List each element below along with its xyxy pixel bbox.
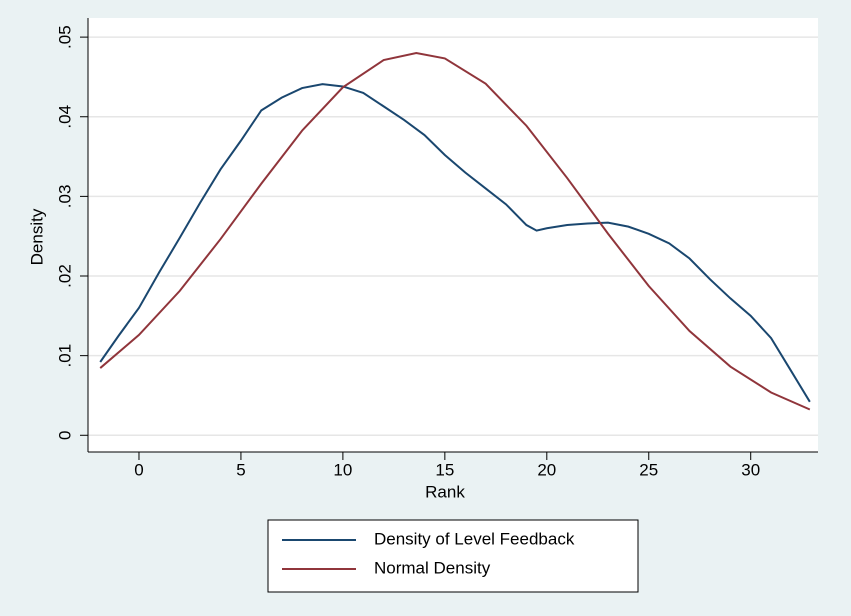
y-axis-label: Density	[27, 208, 46, 265]
legend-label: Density of Level Feedback	[374, 529, 575, 548]
series-line	[99, 52, 811, 411]
x-tick-label: 0	[134, 460, 143, 479]
legend-label: Normal Density	[374, 558, 491, 577]
x-tick-label: 15	[435, 460, 454, 479]
y-tick-label: 0	[55, 431, 74, 440]
x-tick-label: 30	[741, 460, 760, 479]
y-tick-label: .02	[55, 264, 74, 288]
x-tick-label: 10	[333, 460, 352, 479]
y-tick-label: .04	[55, 105, 74, 129]
y-tick-label: .03	[55, 185, 74, 209]
legend	[267, 519, 639, 593]
series-line	[99, 83, 811, 403]
x-tick-label: 5	[236, 460, 245, 479]
x-axis-label: Rank	[425, 482, 465, 501]
x-tick-label: 25	[639, 460, 658, 479]
plot-area	[88, 18, 818, 452]
y-tick-label: .01	[55, 344, 74, 368]
x-tick-label: 20	[537, 460, 556, 479]
y-tick-label: .05	[55, 25, 74, 49]
